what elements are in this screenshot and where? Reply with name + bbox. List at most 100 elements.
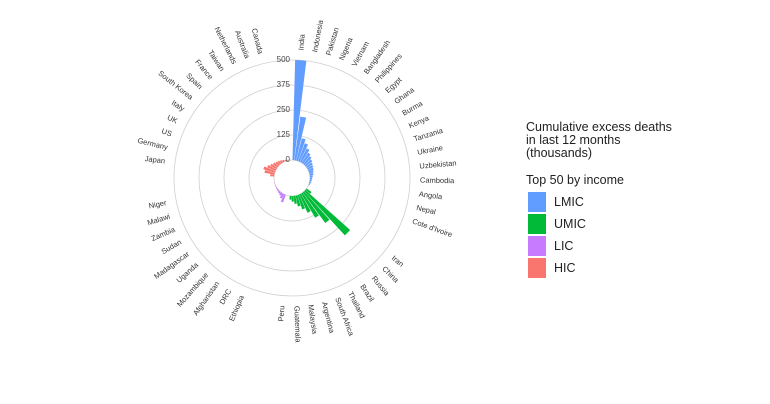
legend-item-lmic: LMIC [528,192,584,212]
country-label: Iran [390,254,406,269]
bar-lic [276,187,278,190]
bar-lmic [299,148,310,163]
legend-title-line-3: (thousands) [526,146,593,160]
country-label: UK [166,113,179,126]
legend-item-hic: HIC [528,258,576,278]
country-label: Germany [137,136,169,152]
country-label: Niger [148,198,168,210]
bar-hic [282,159,285,163]
country-label: Canada [250,27,265,55]
bar-lmic [309,179,312,182]
bar-hic [264,170,275,175]
bars [263,60,351,236]
bar-lmic [309,175,313,178]
bar-hic [270,163,278,170]
country-label: Pakistan [324,26,341,56]
bar-lic [274,180,275,183]
bar-lmic [308,183,311,186]
bar-hic [279,160,283,164]
bar-lic [279,193,285,199]
bar-umic [304,190,351,236]
country-label: Cote d'Ivoire [411,217,453,240]
legend-item-umic: UMIC [528,214,586,234]
bar-umic [291,195,294,202]
bar-lmic [306,162,313,169]
bar-lmic [309,181,312,184]
country-label: Uzbekistan [419,158,457,170]
bar-lic [278,190,281,194]
radial-tick-labels: 0 125 250 375 500 [277,55,291,164]
legend-title: Cumulative excess deaths in last 12 mont… [526,121,672,160]
bar-lmic [296,138,306,162]
bar-lmic [301,152,311,164]
legend-swatch-hic [528,258,546,278]
bar-lic [277,189,280,192]
radial-tick-label: 500 [277,55,291,64]
grid-circle [223,109,361,247]
bar-hic [275,161,280,166]
bar-hic [277,160,282,165]
country-label: Indonesia [310,18,325,52]
grid-circle [198,84,386,272]
bar-umic [297,194,306,210]
country-label: Ukraine [417,143,444,157]
bar-umic [289,195,292,200]
legend-label-umic: UMIC [554,217,586,231]
bar-umic [293,195,297,204]
country-label: Cambodia [420,176,455,186]
legend-swatch-lic [528,236,546,256]
bar-hic [263,166,276,173]
country-label: Malaysia [306,304,319,335]
legend-label-hic: HIC [554,261,576,275]
bar-hic [272,162,279,168]
country-label: Guatemala [292,306,302,344]
grid-circle [248,134,336,222]
legend-swatch-lmic [528,192,546,212]
country-label: US [160,126,173,138]
bar-lmic [298,143,308,162]
radial-tick-label: 125 [277,130,291,139]
bar-lmic [307,165,314,170]
country-label: Malawi [146,212,171,228]
bar-umic [302,191,330,224]
legend-item-lic: LIC [528,236,573,256]
bar-lmic [303,156,312,166]
legend-title-line-1: Cumulative excess deaths [526,120,672,134]
legend-title-line-2: in last 12 months [526,133,621,147]
country-label: Peru [276,305,286,321]
country-label: Nepal [415,203,436,216]
legend-label-lmic: LMIC [554,195,584,209]
bar-umic [295,195,301,207]
bar-hic [286,159,289,161]
bar-lic [280,194,286,203]
grid-circle [273,159,311,197]
bar-umic [299,193,311,213]
bar-lic [279,192,283,196]
radial-grid [173,59,411,297]
country-label: Kenya [407,113,431,130]
country-label: Argentina [320,301,337,335]
country-label: Japan [144,154,165,166]
bar-lmic [309,177,313,180]
legend-swatch-umic [528,214,546,234]
bar-lmic [308,167,314,172]
grid-circle [173,59,411,297]
bar-lic [274,184,276,187]
country-label: DRC [218,287,234,306]
country-label: Tanzania [413,126,445,144]
bar-lic [274,182,276,185]
radial-tick-label: 375 [277,80,291,89]
bar-lmic [294,116,307,161]
bar-lic [275,186,277,189]
country-label: Italy [170,98,187,113]
legend-label-lic: LIC [554,239,574,253]
bar-hic [270,174,275,177]
radial-tick-label: 0 [286,155,291,164]
bar-umic [301,192,319,218]
country-label: India [296,33,306,51]
legend-subtitle: Top 50 by income [526,173,624,187]
radial-tick-label: 250 [277,105,291,114]
bar-lmic [308,170,314,174]
bar-lmic [292,60,307,161]
